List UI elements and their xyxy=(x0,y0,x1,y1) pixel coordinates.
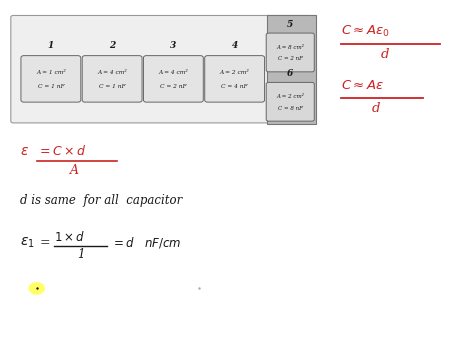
Circle shape xyxy=(29,283,44,294)
Text: d is same  for all  capacitor: d is same for all capacitor xyxy=(20,194,182,207)
FancyBboxPatch shape xyxy=(11,16,312,123)
Text: A = 1 cm²: A = 1 cm² xyxy=(36,70,66,75)
Text: 1: 1 xyxy=(77,248,84,261)
Text: 2: 2 xyxy=(109,41,115,50)
Text: 6: 6 xyxy=(287,69,293,78)
Text: 4: 4 xyxy=(231,41,238,50)
Text: d: d xyxy=(381,48,390,61)
Text: $= d$   $nF/cm$: $= d$ $nF/cm$ xyxy=(111,235,181,250)
Text: $\varepsilon$: $\varepsilon$ xyxy=(20,144,29,158)
Text: A = 2 cm²: A = 2 cm² xyxy=(220,70,249,75)
Text: A = 2 cm²: A = 2 cm² xyxy=(276,94,304,99)
FancyBboxPatch shape xyxy=(266,82,314,121)
Text: A = 4 cm²: A = 4 cm² xyxy=(158,70,188,75)
Text: C = 1 nF: C = 1 nF xyxy=(37,84,64,89)
Text: A = 4 cm²: A = 4 cm² xyxy=(97,70,127,75)
FancyBboxPatch shape xyxy=(267,15,316,124)
Text: 1: 1 xyxy=(48,41,54,50)
Text: $C \approx A\varepsilon_0$: $C \approx A\varepsilon_0$ xyxy=(341,24,390,39)
FancyBboxPatch shape xyxy=(144,56,203,102)
Text: $C \approx A\varepsilon$: $C \approx A\varepsilon$ xyxy=(341,80,384,92)
Text: C = 4 nF: C = 4 nF xyxy=(221,84,248,89)
Text: $= C \times d$: $= C \times d$ xyxy=(36,144,86,158)
Text: A = 8 cm²: A = 8 cm² xyxy=(276,45,304,50)
Text: C = 2 nF: C = 2 nF xyxy=(160,84,187,89)
Text: $1 \times d$: $1 \times d$ xyxy=(54,230,86,244)
Text: A: A xyxy=(70,164,79,177)
Text: 3: 3 xyxy=(170,41,176,50)
FancyBboxPatch shape xyxy=(21,56,81,102)
FancyBboxPatch shape xyxy=(82,56,142,102)
Text: C = 2 nF: C = 2 nF xyxy=(278,56,303,61)
FancyBboxPatch shape xyxy=(266,33,314,72)
FancyBboxPatch shape xyxy=(205,56,264,102)
Text: C = 8 nF: C = 8 nF xyxy=(278,105,303,111)
Text: $\varepsilon_1$: $\varepsilon_1$ xyxy=(20,235,35,250)
Text: 5: 5 xyxy=(287,20,293,28)
Text: d: d xyxy=(372,102,380,115)
Text: C = 1 nF: C = 1 nF xyxy=(99,84,126,89)
Text: =: = xyxy=(40,236,51,249)
